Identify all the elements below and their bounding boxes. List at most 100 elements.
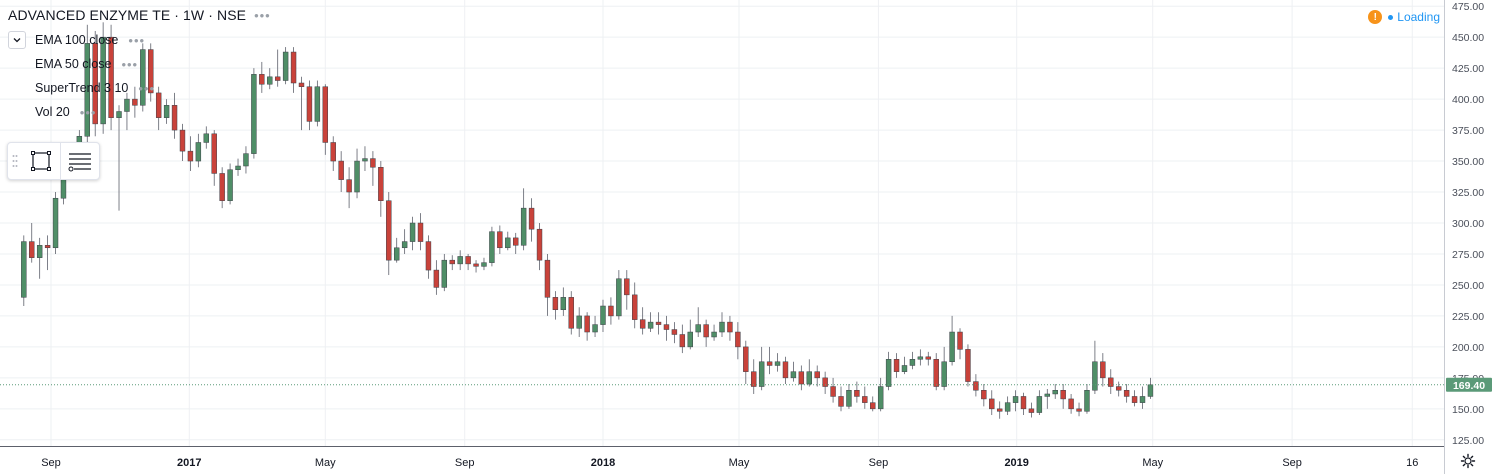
candle xyxy=(433,260,440,295)
candle xyxy=(290,47,297,93)
candle-body xyxy=(901,365,908,372)
candle-body xyxy=(1004,402,1011,412)
indicator-more-menu-icon[interactable]: ••• xyxy=(128,32,146,48)
candle xyxy=(36,237,43,279)
candle-body xyxy=(21,241,27,298)
candle-body xyxy=(211,133,217,174)
candle xyxy=(219,167,225,209)
indicator-ema-100[interactable]: EMA 100 close ••• xyxy=(35,33,145,47)
candle xyxy=(1036,390,1043,416)
candle xyxy=(314,80,321,127)
symbol-more-menu-icon[interactable]: ••• xyxy=(254,7,271,23)
candle xyxy=(655,312,662,335)
candle xyxy=(441,253,448,292)
indicator-more-menu-icon[interactable]: ••• xyxy=(79,104,97,120)
candle-body xyxy=(822,377,828,387)
candle xyxy=(354,148,360,199)
candle xyxy=(981,384,987,407)
candle-body xyxy=(838,396,844,407)
candle xyxy=(1139,386,1146,409)
candle xyxy=(163,99,170,124)
candle xyxy=(513,232,519,254)
candle-body xyxy=(116,111,122,118)
candle xyxy=(243,146,249,174)
candle-body xyxy=(1084,390,1090,412)
price-tick-label: 450.00 xyxy=(1452,32,1484,44)
candle-body xyxy=(1036,396,1043,413)
time-tick-label: Sep xyxy=(41,457,61,469)
candle xyxy=(790,361,797,382)
candle-body xyxy=(457,256,463,265)
loading-text: Loading xyxy=(1397,10,1440,24)
candle xyxy=(211,130,217,186)
candle xyxy=(1084,384,1090,414)
candle xyxy=(830,377,836,403)
candle xyxy=(552,291,559,320)
candle xyxy=(798,365,805,391)
price-axis[interactable]: 475.00 450.00 425.00 400.00 375.00 350.00 325.… xyxy=(1444,0,1485,474)
candle xyxy=(124,92,130,131)
candle-body xyxy=(306,86,313,122)
object-tree-button[interactable] xyxy=(61,143,99,179)
chart-settings-button[interactable] xyxy=(1458,452,1478,470)
indicator-volume[interactable]: Vol 20 ••• xyxy=(35,105,96,119)
candle-body xyxy=(735,331,741,348)
price-tick-label: 200.00 xyxy=(1452,342,1484,354)
candle-body xyxy=(513,237,519,246)
candle xyxy=(84,24,90,143)
candle xyxy=(187,136,194,171)
indicator-supertrend[interactable]: SuperTrend 3 10 ••• xyxy=(35,81,155,95)
candle xyxy=(766,346,773,375)
indicator-ema-50[interactable]: EMA 50 close ••• xyxy=(35,57,138,71)
candle xyxy=(949,315,955,366)
time-axis[interactable]: Sep 2017 May Sep 2018 May Sep 2019 May Sep 16 xyxy=(0,446,1444,470)
last-price-label: 169.40 xyxy=(1453,380,1485,392)
candle-body xyxy=(140,49,146,106)
candle xyxy=(576,307,582,337)
indicator-more-menu-icon[interactable]: ••• xyxy=(138,80,156,96)
gear-icon xyxy=(1460,453,1476,469)
candle xyxy=(401,229,408,254)
candle-body xyxy=(996,408,1003,412)
candle xyxy=(687,319,693,350)
price-tick-label: 275.00 xyxy=(1452,249,1484,261)
candle-body xyxy=(481,262,487,267)
candle-body xyxy=(330,142,336,162)
time-tick-label: Sep xyxy=(869,457,889,469)
candle-body xyxy=(1139,396,1146,403)
candle xyxy=(996,401,1003,419)
candle-body xyxy=(401,241,408,249)
candle-body xyxy=(1131,396,1138,403)
candle-body xyxy=(647,321,654,329)
candle-body xyxy=(179,129,186,152)
candle-body xyxy=(806,371,812,385)
warning-icon[interactable]: ! xyxy=(1368,10,1383,24)
candle-body xyxy=(933,359,939,387)
candle xyxy=(1115,381,1122,397)
candle xyxy=(171,92,178,139)
price-tick-label: 325.00 xyxy=(1452,187,1484,199)
candle-body xyxy=(36,245,43,258)
legend-collapse-button[interactable] xyxy=(8,31,26,49)
time-tick-label: May xyxy=(729,457,750,469)
candle xyxy=(140,43,146,112)
floating-drawing-toolbar xyxy=(7,142,100,180)
price-tick-label: 400.00 xyxy=(1452,94,1484,106)
indicator-more-menu-icon[interactable]: ••• xyxy=(121,56,139,72)
candle-body xyxy=(719,321,725,333)
candle-body xyxy=(100,36,106,125)
candle-body xyxy=(608,305,614,317)
candle-body xyxy=(663,324,670,330)
candle-body xyxy=(92,43,98,125)
candle xyxy=(520,188,527,251)
drag-handle-icon[interactable] xyxy=(8,143,22,179)
candle xyxy=(92,30,98,137)
candle xyxy=(893,353,900,378)
candle-body xyxy=(687,331,693,348)
candle-body xyxy=(346,179,352,193)
rectangle-tool-button[interactable] xyxy=(22,143,60,179)
symbol-title[interactable]: ADVANCED ENZYME TE · 1W · NSE xyxy=(8,7,247,23)
time-tick-label: Sep xyxy=(455,457,475,469)
candlestick-series xyxy=(21,22,1154,419)
